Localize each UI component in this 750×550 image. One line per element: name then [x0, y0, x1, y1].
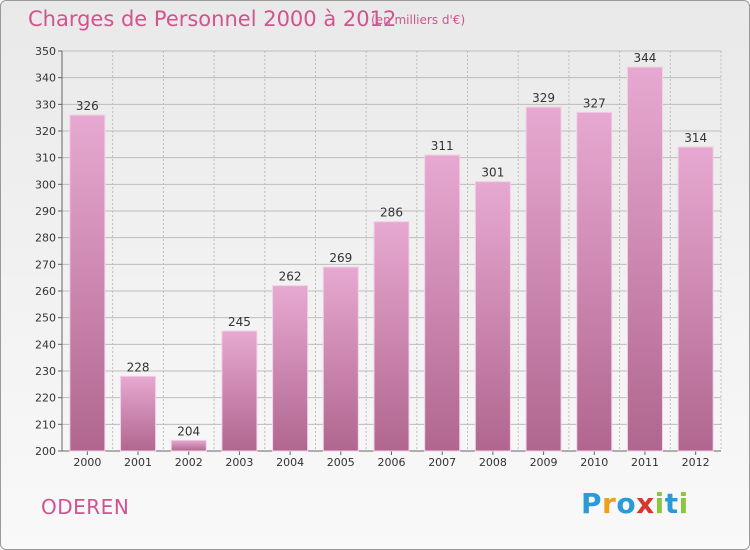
- bar-2002: [170, 439, 207, 452]
- x-tick-label: 2001: [124, 456, 152, 469]
- chart-subtitle: (en milliers d'€): [371, 13, 466, 27]
- x-tick-label: 2003: [225, 456, 253, 469]
- bar-2003: [221, 330, 258, 452]
- data-label-2006: 286: [380, 206, 403, 220]
- y-tick-label: 270: [35, 258, 56, 271]
- x-tick-label: 2005: [327, 456, 355, 469]
- x-tick-label: 2011: [631, 456, 659, 469]
- logo-letter: x: [636, 487, 655, 520]
- data-label-2002: 204: [177, 424, 200, 438]
- data-labels: 326 228 204 245 262 269 286 311 301 329 327 344 314: [76, 51, 707, 438]
- y-tick-label: 210: [35, 418, 56, 431]
- commune-name: ODEREN: [41, 495, 130, 519]
- bar-2010: [576, 111, 613, 452]
- logo-letter: P: [581, 487, 603, 520]
- data-label-2008: 301: [481, 166, 504, 180]
- y-tick-label: 350: [35, 45, 56, 58]
- proxiti-logo: Proxiti: [581, 487, 689, 520]
- data-label-2010: 327: [583, 96, 606, 110]
- logo-letter: t: [664, 487, 679, 520]
- data-label-2001: 228: [127, 360, 150, 374]
- logo-letter: i: [678, 487, 689, 520]
- bar-2009: [525, 106, 562, 452]
- logo-letter: r: [602, 487, 617, 520]
- logo-letter: i: [654, 487, 665, 520]
- data-label-2004: 262: [279, 270, 302, 284]
- bar-2011: [626, 66, 663, 452]
- x-tick-label: 2008: [479, 456, 507, 469]
- y-tick-label: 260: [35, 285, 56, 298]
- bar-2000: [69, 114, 106, 452]
- bar-2006: [373, 221, 410, 452]
- y-tick-label: 220: [35, 392, 56, 405]
- x-tick-label: 2004: [276, 456, 304, 469]
- y-tick-label: 300: [35, 178, 56, 191]
- bar-2004: [272, 285, 309, 452]
- y-tick-label: 330: [35, 98, 56, 111]
- data-label-2007: 311: [431, 139, 454, 153]
- y-tick-label: 310: [35, 152, 56, 165]
- chart-title: Charges de Personnel 2000 à 2012: [28, 7, 397, 31]
- bar-2005: [322, 266, 359, 452]
- x-tick-label: 2000: [73, 456, 101, 469]
- y-tick-label: 290: [35, 205, 56, 218]
- x-tick-label: 2009: [530, 456, 558, 469]
- bars: [69, 66, 714, 452]
- y-tick-label: 230: [35, 365, 56, 378]
- x-tick-label: 2012: [682, 456, 710, 469]
- y-tick-label: 340: [35, 72, 56, 85]
- bar-2001: [120, 375, 157, 452]
- data-label-2000: 326: [76, 99, 99, 113]
- logo-letter: o: [616, 487, 637, 520]
- data-label-2003: 245: [228, 315, 251, 329]
- x-tick-label: 2006: [378, 456, 406, 469]
- bar-2008: [474, 181, 511, 452]
- x-tick-label: 2010: [580, 456, 608, 469]
- bar-2012: [677, 146, 714, 452]
- x-tick-label: 2002: [175, 456, 203, 469]
- x-tick-label: 2007: [428, 456, 456, 469]
- y-tick-label: 240: [35, 338, 56, 351]
- data-label-2011: 344: [634, 51, 657, 65]
- data-label-2009: 329: [532, 91, 555, 105]
- y-tick-label: 250: [35, 312, 56, 325]
- y-tick-label: 200: [35, 445, 56, 458]
- data-label-2012: 314: [684, 131, 707, 145]
- y-tick-label: 280: [35, 232, 56, 245]
- y-tick-label: 320: [35, 125, 56, 138]
- bar-2007: [424, 154, 461, 452]
- data-label-2005: 269: [329, 251, 352, 265]
